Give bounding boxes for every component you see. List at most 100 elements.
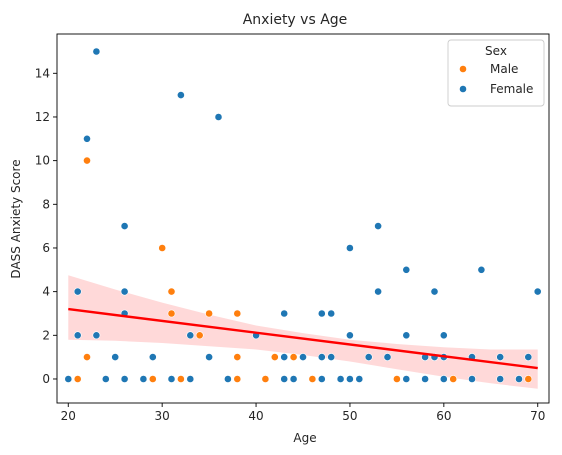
point-male-4 [158,244,167,252]
legend: Sex Male Female [447,39,545,107]
legend-label-female: Female [490,82,533,96]
x-tick-label-30: 30 [155,409,170,423]
point-female-24 [280,375,289,383]
point-female-50 [439,375,448,383]
y-tick-label-6: 6 [42,241,50,255]
point-female-22 [280,309,289,318]
point-female-15 [176,91,185,99]
point-male-16 [308,375,317,383]
plot-frame [56,33,550,404]
point-female-20 [223,375,232,383]
point-male-6 [167,309,176,318]
point-female-14 [167,375,176,383]
point-female-25 [289,375,298,383]
point-female-26 [299,353,307,361]
point-male-19 [524,375,533,383]
point-female-13 [148,353,157,361]
point-female-46 [430,287,439,296]
point-female-31 [327,353,336,361]
point-female-17 [186,375,195,383]
x-tick-label-70: 70 [530,409,545,423]
y-tick-label-2: 2 [42,328,50,342]
point-female-23 [280,353,289,361]
point-female-30 [327,309,336,318]
point-female-48 [439,331,448,340]
legend-marker-male [459,65,467,73]
point-female-35 [345,375,354,383]
point-female-7 [111,353,120,361]
point-male-13 [261,375,270,383]
point-female-18 [205,353,213,361]
point-female-0 [64,375,73,383]
point-female-53 [477,265,486,274]
point-female-4 [92,47,101,56]
point-female-56 [515,375,523,383]
point-female-58 [533,287,542,296]
point-male-7 [176,375,185,383]
point-female-8 [120,222,129,230]
point-female-41 [402,265,411,274]
point-male-2 [83,156,91,165]
point-male-8 [195,331,204,340]
point-female-2 [73,331,82,340]
regression-line [68,307,538,370]
legend-title: Sex [485,44,507,58]
point-male-10 [233,309,242,318]
point-female-12 [139,375,148,383]
x-tick-label-60: 60 [436,409,451,423]
point-male-0 [73,375,82,383]
point-female-9 [120,287,129,296]
y-tick-label-10: 10 [35,154,50,168]
point-male-11 [233,353,242,361]
point-male-5 [167,287,176,296]
point-male-14 [270,353,279,361]
point-female-45 [421,375,429,383]
point-female-40 [383,353,392,361]
point-female-54 [496,353,505,361]
point-female-33 [345,244,354,252]
x-tick-label-20: 20 [61,409,76,423]
point-female-32 [336,375,345,383]
y-axis-label: DASS Anxiety Score [9,159,23,278]
point-female-37 [364,353,373,361]
legend-box [447,39,545,107]
chart-title: Anxiety vs Age [243,12,348,28]
x-axis-label: Age [293,431,316,445]
point-male-9 [205,309,213,318]
point-female-3 [83,134,91,143]
point-female-6 [101,375,110,383]
y-tick-label-8: 8 [42,197,50,211]
point-male-18 [449,375,458,383]
legend-label-male: Male [490,62,518,76]
x-tick-label-40: 40 [248,409,263,423]
x-tick-label-50: 50 [342,409,357,423]
y-tick-label-0: 0 [42,372,50,386]
y-tick-label-12: 12 [35,110,50,124]
point-female-16 [186,331,195,340]
point-female-28 [317,353,326,361]
point-female-38 [374,222,382,230]
point-female-29 [317,375,326,383]
point-female-1 [73,287,82,296]
point-male-12 [233,375,242,383]
y-axis: 0 2 4 6 8 10 12 14 [35,66,57,386]
point-female-34 [345,331,354,340]
x-axis: 20 30 40 50 60 70 [61,403,545,423]
plot-area [56,33,550,404]
point-female-52 [468,375,476,383]
legend-marker-female [459,85,467,93]
point-male-1 [83,353,91,361]
point-female-57 [524,353,533,361]
point-female-39 [374,287,382,296]
y-tick-label-14: 14 [35,66,50,80]
point-male-15 [289,353,298,361]
point-female-11 [120,375,129,383]
point-female-42 [402,331,411,340]
point-male-3 [148,375,157,383]
y-tick-label-4: 4 [42,285,50,299]
point-female-55 [496,375,505,383]
point-female-27 [317,309,326,318]
point-female-43 [402,375,411,383]
point-female-19 [214,113,223,121]
